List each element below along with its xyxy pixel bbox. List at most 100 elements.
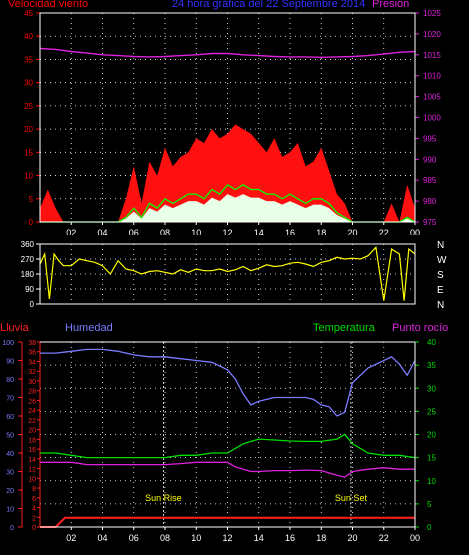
- x-tick-label: 16: [285, 533, 295, 543]
- humidity-tick-label: 60: [6, 414, 14, 421]
- temp-left-tick-label: 14: [28, 457, 36, 464]
- x-tick-label: 06: [129, 533, 139, 543]
- compass-label: E: [437, 285, 444, 296]
- temperature-line: [40, 433, 416, 459]
- humidity-tick-label: 100: [2, 340, 14, 347]
- y-right-tick-label: 990: [423, 155, 437, 164]
- y-right-tick-label: 20: [427, 431, 436, 440]
- rain-humidity-temp-chart: Lluvia Humedad Temperatura Punto rocío 0 10 20…: [0, 322, 448, 543]
- humidity-tick-label: 10: [6, 507, 14, 514]
- x-tick-label: 22: [379, 228, 389, 235]
- x-tick-label: 00: [410, 228, 420, 235]
- temp-left-tick-label: 20: [28, 428, 36, 435]
- x-tick-label: 00: [410, 533, 420, 543]
- humidity-tick-label: 80: [6, 377, 14, 384]
- y-left-tick-label: 270: [21, 255, 35, 264]
- y-right-tick-label: 15: [427, 454, 436, 463]
- temp-left-tick-label: 24: [28, 408, 36, 415]
- temp-left-tick-label: 26: [28, 398, 36, 405]
- temp-left-tick-label: 4: [32, 506, 36, 513]
- y-left-tick-label: 90: [25, 285, 34, 294]
- compass-label: S: [437, 270, 444, 281]
- gust-area: [40, 124, 415, 222]
- temp-left-tick-label: 0: [32, 525, 36, 532]
- y-right-tick-label: 40: [427, 338, 436, 347]
- dewpoint-axis-title: Punto rocío: [392, 322, 448, 334]
- humidity-tick-label: 20: [6, 488, 14, 495]
- temp-left-tick-label: 32: [28, 369, 36, 376]
- x-tick-label: 06: [129, 228, 139, 235]
- sun-annotation: Sun Set: [335, 493, 368, 503]
- y-right-tick-label: 980: [423, 197, 437, 206]
- x-tick-label: 18: [316, 228, 326, 235]
- y-right-tick-label: 30: [427, 384, 436, 393]
- x-tick-label: 14: [254, 533, 264, 543]
- temp-left-tick-label: 8: [32, 486, 36, 493]
- y-left-tick-label: 0: [30, 300, 35, 309]
- x-tick-label: 10: [191, 228, 201, 235]
- y-right-tick-label: 25: [427, 407, 436, 416]
- wind-pressure-chart: 0510152025303540459759809859909951000100…: [24, 9, 441, 235]
- y-left-tick-label: 15: [24, 148, 33, 157]
- y-right-tick-label: 975: [423, 218, 437, 227]
- x-tick-label: 14: [254, 228, 264, 235]
- y-right-tick-label: 1025: [423, 9, 441, 18]
- y-left-tick-label: 35: [24, 55, 33, 64]
- x-tick-label: 20: [347, 533, 357, 543]
- y-right-tick-label: 10: [427, 477, 436, 486]
- temp-left-tick-label: 38: [28, 340, 36, 347]
- y-right-tick-label: 1005: [423, 93, 441, 102]
- plot-frame: [39, 243, 416, 305]
- x-tick-label: 18: [316, 533, 326, 543]
- y-right-tick-label: 35: [427, 361, 436, 370]
- temp-left-tick-label: 34: [28, 359, 36, 366]
- rain-label-bg: [0, 336, 16, 347]
- humidity-axis-title: Humedad: [65, 322, 113, 334]
- y-right-tick-label: 5: [427, 500, 432, 509]
- x-tick-label: 08: [160, 533, 170, 543]
- x-tick-label: 10: [191, 533, 201, 543]
- y-right-tick-label: 1000: [423, 114, 441, 123]
- y-left-tick-label: 30: [24, 79, 33, 88]
- compass-label: N: [437, 300, 444, 311]
- x-tick-label: 04: [97, 533, 107, 543]
- humidity-line: [40, 348, 416, 417]
- x-tick-label: 20: [347, 228, 357, 235]
- humidity-tick-label: 90: [6, 359, 14, 366]
- pressure-line: [39, 47, 416, 59]
- y-left-tick-label: 40: [24, 32, 33, 41]
- temp-left-tick-label: 18: [28, 437, 36, 444]
- low-wind-area: [40, 194, 415, 222]
- temp-left-tick-label: 12: [28, 467, 36, 474]
- y-right-tick-label: 1020: [423, 30, 441, 39]
- temp-left-tick-label: 22: [28, 418, 36, 425]
- x-tick-label: 12: [222, 533, 232, 543]
- compass-label: N: [437, 240, 444, 251]
- x-tick-label: 02: [66, 228, 76, 235]
- y-right-tick-label: 0: [427, 523, 432, 532]
- chart-title: 24 hora gráfica del 22 Septiembre 2014: [172, 0, 366, 10]
- y-right-tick-label: 1010: [423, 72, 441, 81]
- y-left-tick-label: 5: [29, 195, 34, 204]
- y-right-tick-label: 985: [423, 176, 437, 185]
- y-left-tick-label: 360: [21, 240, 35, 249]
- rain-axis-title: Lluvia: [0, 322, 30, 334]
- x-tick-label: 04: [97, 228, 107, 235]
- temp-left-tick-label: 28: [28, 389, 36, 396]
- direction-line: [39, 245, 416, 301]
- y-left-tick-label: 0: [29, 218, 34, 227]
- pressure-label: Presión: [372, 0, 410, 10]
- y-left-tick-label: 180: [21, 270, 35, 279]
- wind-speed-label: Velocidad viento: [8, 0, 89, 10]
- humidity-tick-label: 70: [6, 396, 14, 403]
- x-tick-label: 22: [379, 533, 389, 543]
- compass-label: W: [437, 255, 447, 266]
- sun-annotation: Sun Rise: [145, 493, 182, 503]
- avg-wind-line: [40, 183, 416, 223]
- y-left-tick-label: 10: [24, 172, 33, 181]
- y-right-tick-label: 1015: [423, 51, 441, 60]
- temperature-axis-title: Temperatura: [313, 322, 376, 334]
- y-left-tick-label: 45: [24, 9, 33, 18]
- humidity-tick-label: 0: [10, 525, 14, 532]
